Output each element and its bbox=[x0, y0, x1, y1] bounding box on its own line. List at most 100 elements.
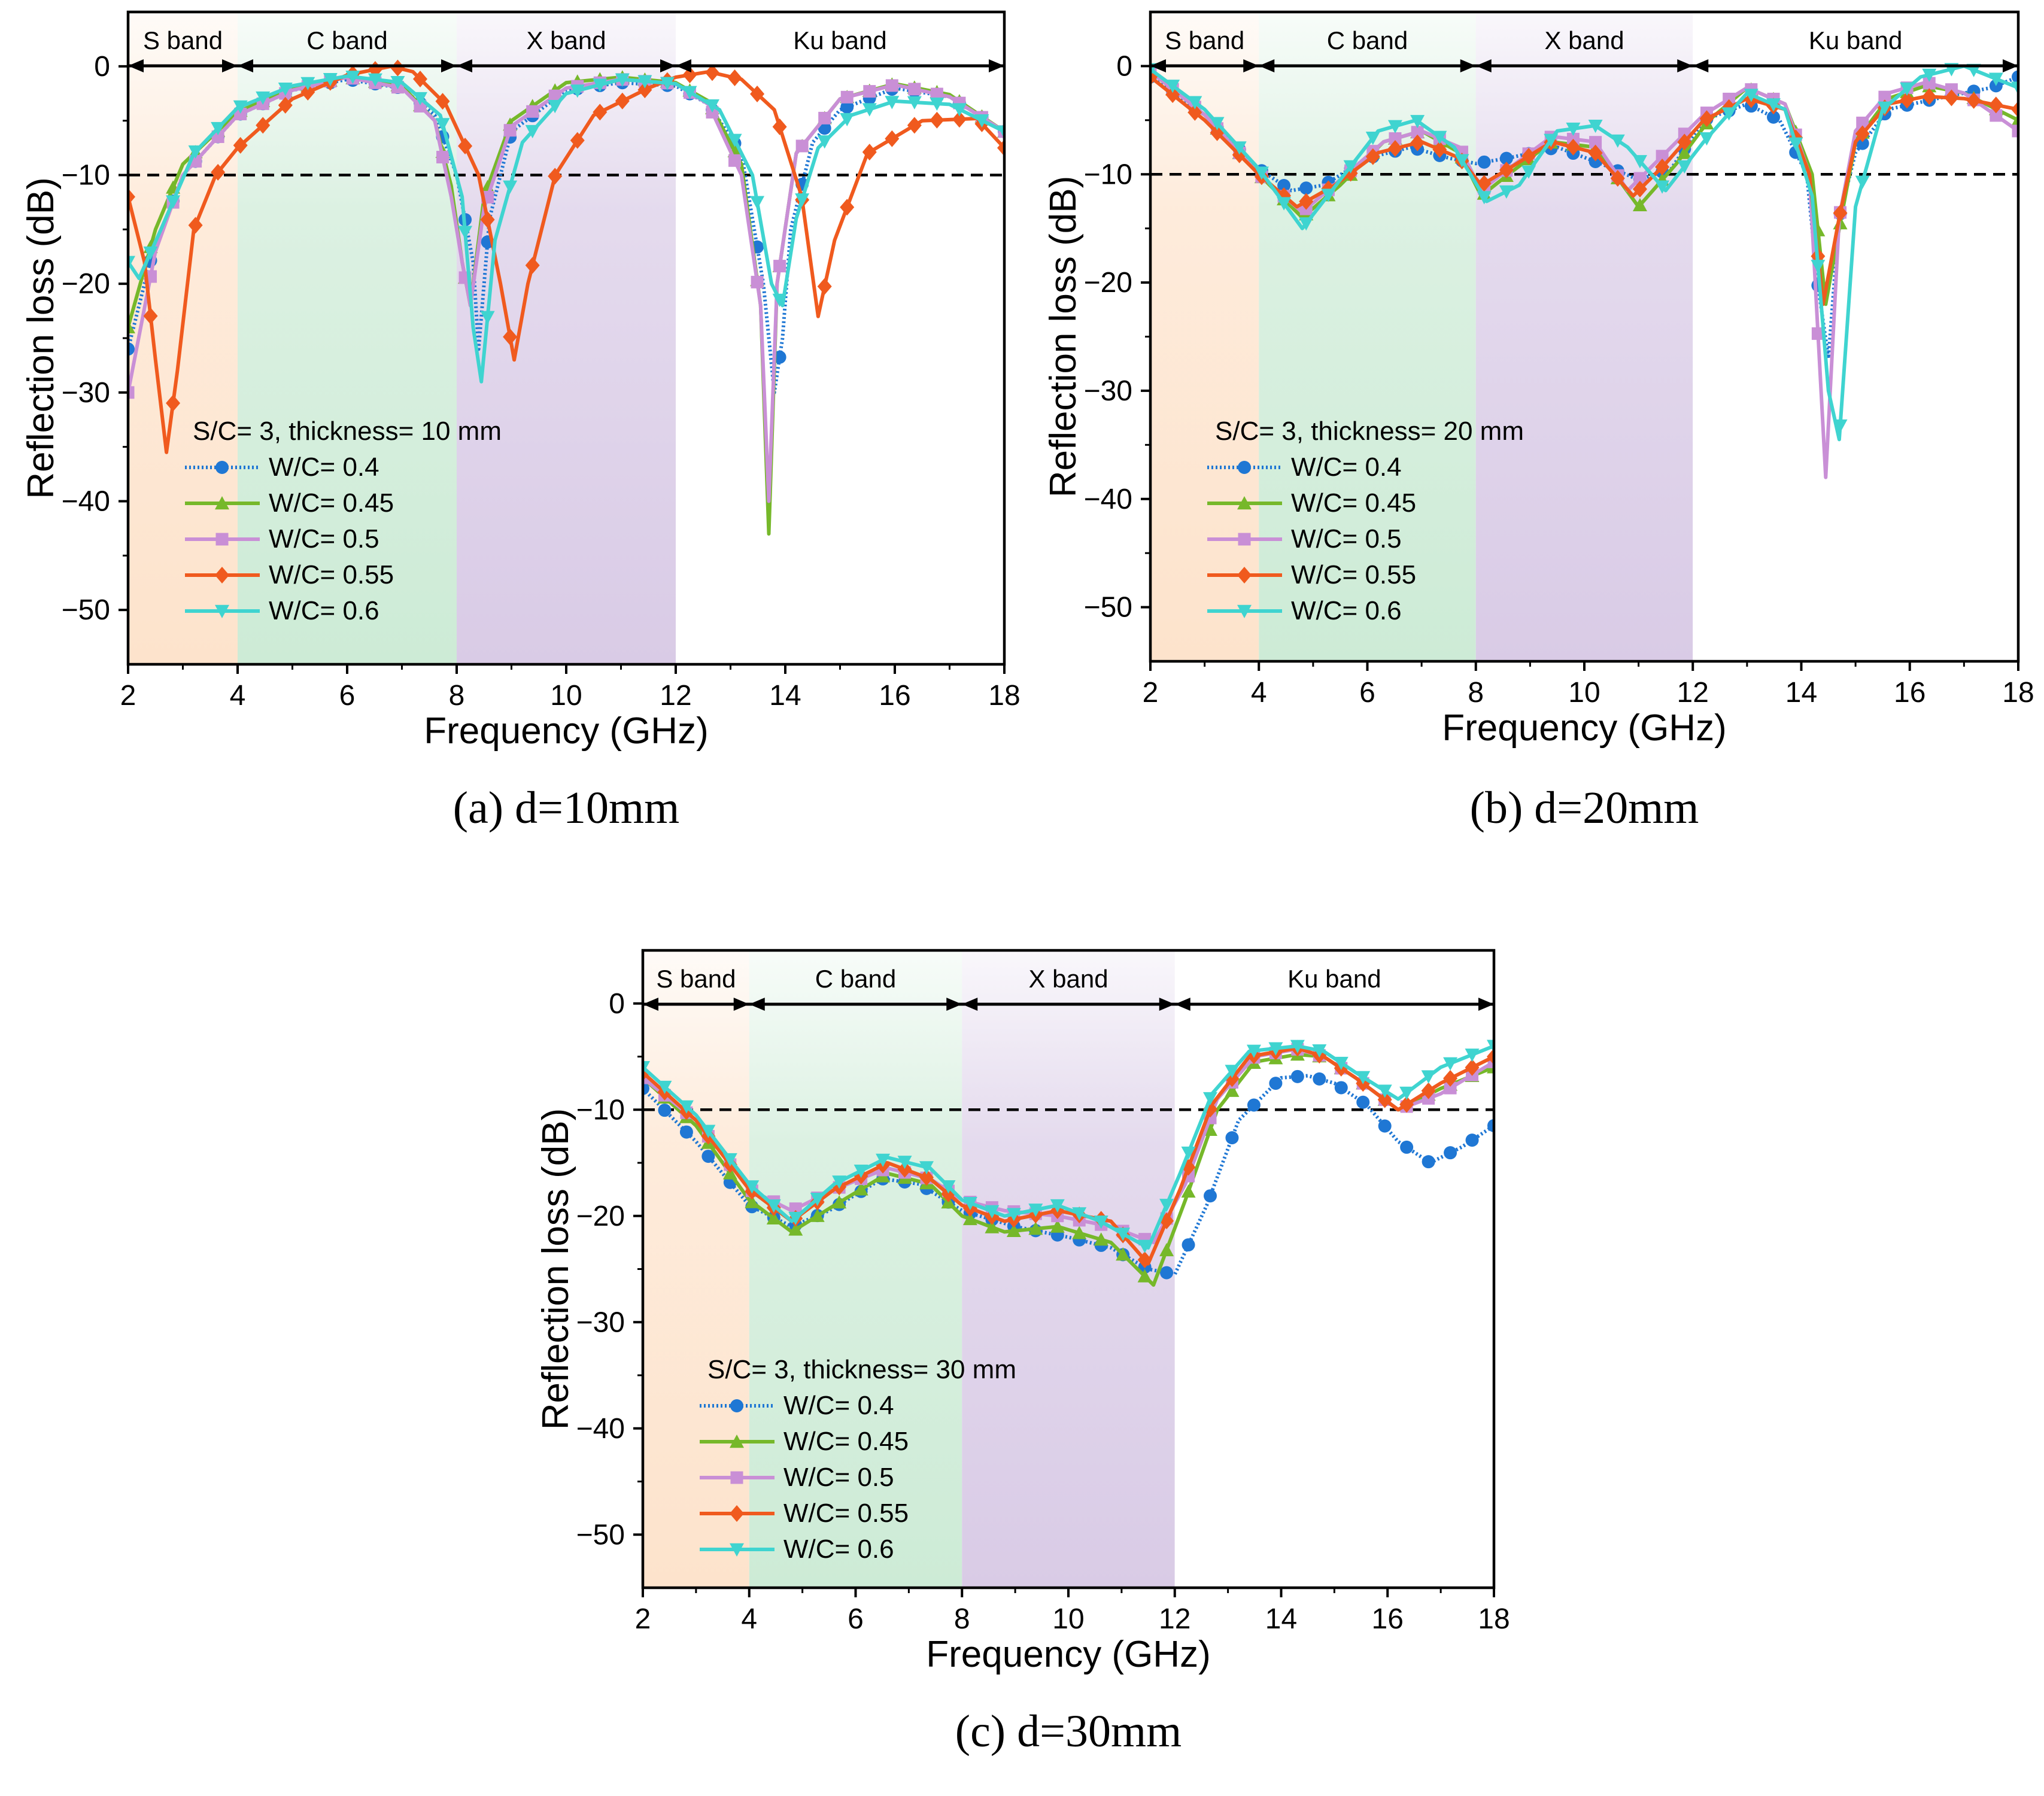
band-arrow-right bbox=[1243, 59, 1259, 72]
series-4-marker bbox=[1566, 138, 1581, 156]
series-group bbox=[1150, 63, 2018, 479]
band-arrow-right bbox=[2003, 59, 2018, 72]
series-4-marker bbox=[1900, 92, 1915, 109]
series-4-marker bbox=[300, 84, 315, 101]
series-4-marker bbox=[593, 104, 608, 121]
series-4-marker bbox=[1988, 96, 2003, 114]
band-label: Ku band bbox=[1809, 26, 1902, 54]
series-5-marker bbox=[657, 1080, 672, 1095]
series-2-marker bbox=[985, 1220, 1000, 1233]
series-2-marker bbox=[1632, 197, 1647, 212]
chart-caption: (a) d=10mm bbox=[453, 783, 679, 833]
series-5-marker bbox=[1028, 1204, 1043, 1217]
series-4-marker bbox=[1655, 158, 1670, 175]
band-arrow-right bbox=[660, 59, 676, 72]
series-3-marker bbox=[1633, 172, 1647, 185]
series-2-marker bbox=[1094, 1232, 1108, 1246]
legend-marker-1 bbox=[730, 1399, 743, 1412]
y-axis-label: Reflection loss (dB) bbox=[1043, 176, 1084, 498]
y-tick-label: 0 bbox=[1116, 50, 1132, 82]
x-tick-label: 18 bbox=[1478, 1603, 1510, 1635]
series-5-marker bbox=[962, 1197, 977, 1211]
x-tick-label: 10 bbox=[550, 680, 582, 712]
y-tick-label: −20 bbox=[576, 1201, 625, 1232]
legend-label: W/C= 0.45 bbox=[1291, 488, 1416, 518]
series-5-marker bbox=[660, 77, 675, 90]
series-4-marker bbox=[188, 217, 203, 234]
series-2-marker bbox=[745, 1195, 760, 1208]
legend-marker-2 bbox=[730, 1435, 744, 1448]
band-region-ku bbox=[676, 12, 1004, 664]
y-tick-label: −20 bbox=[1084, 267, 1132, 299]
x-tick-label: 12 bbox=[660, 680, 691, 712]
series-5-marker bbox=[1465, 1049, 1480, 1062]
series-4-marker bbox=[1632, 181, 1647, 198]
band-arrow-left bbox=[128, 59, 144, 72]
legend-title: S/C= 3, thickness= 30 mm bbox=[707, 1355, 1016, 1384]
series-5-marker bbox=[128, 256, 135, 269]
series-5-marker bbox=[1343, 160, 1358, 174]
x-tick-label: 2 bbox=[635, 1603, 651, 1635]
series-2-marker bbox=[2011, 113, 2018, 127]
x-tick-label: 10 bbox=[1568, 677, 1600, 709]
series-5-marker bbox=[1159, 1199, 1174, 1212]
series-5-marker bbox=[368, 73, 382, 87]
x-tick-label: 12 bbox=[1677, 677, 1709, 709]
band-arrow-left bbox=[643, 998, 658, 1011]
series-1-marker bbox=[1444, 1146, 1457, 1160]
legend-label: W/C= 0.5 bbox=[269, 524, 379, 554]
chart-panel-c: S band C band X band Ku band 2 4 6 8 10 12 14 16 18 0… bbox=[535, 949, 1510, 1757]
series-5-marker bbox=[615, 73, 630, 87]
y-tick-label: −40 bbox=[576, 1413, 625, 1445]
series-3-marker bbox=[1878, 90, 1891, 104]
x-tick-label: 18 bbox=[2002, 677, 2034, 709]
band-label: X band bbox=[1028, 965, 1108, 993]
series-5-marker bbox=[480, 311, 495, 324]
band-region-x bbox=[1475, 12, 1693, 661]
series-5-marker bbox=[1299, 217, 1314, 231]
x-axis-label: Frequency (GHz) bbox=[1442, 707, 1726, 749]
band-arrow-left bbox=[238, 59, 253, 72]
series-3-marker bbox=[1411, 126, 1424, 139]
series-1-marker bbox=[1225, 1131, 1239, 1145]
series-1-marker bbox=[840, 100, 854, 114]
series-5-marker bbox=[1499, 185, 1514, 199]
series-5-marker bbox=[1877, 101, 1892, 115]
x-tick-label: 6 bbox=[848, 1603, 864, 1635]
series-5-marker bbox=[679, 1100, 694, 1114]
series-4-marker bbox=[1944, 89, 1959, 107]
band-arrow-right bbox=[989, 59, 1004, 72]
series-5-marker bbox=[727, 133, 742, 147]
series-4-marker bbox=[885, 130, 900, 147]
y-tick-label: −30 bbox=[1084, 375, 1132, 407]
series-5-marker bbox=[1137, 1239, 1152, 1253]
series-2-marker bbox=[128, 320, 135, 334]
y-tick-label: −10 bbox=[62, 160, 110, 192]
series-3-marker bbox=[840, 90, 854, 104]
series-5-marker bbox=[919, 1161, 934, 1175]
series-5-marker bbox=[1544, 133, 1559, 147]
series-3-marker bbox=[2012, 124, 2018, 138]
series-4-marker bbox=[772, 118, 787, 135]
series-5-marker bbox=[1677, 160, 1692, 174]
series-5-marker bbox=[1855, 175, 1870, 189]
x-tick-label: 14 bbox=[769, 680, 801, 712]
series-4-marker bbox=[1465, 1059, 1480, 1076]
y-tick-label: −10 bbox=[576, 1094, 625, 1126]
series-5-marker bbox=[570, 84, 585, 98]
series-5-marker bbox=[897, 1156, 912, 1169]
x-tick-label: 12 bbox=[1159, 1603, 1190, 1635]
series-3-marker bbox=[1589, 136, 1602, 149]
series-5-marker bbox=[985, 1205, 1000, 1218]
x-axis-label: Frequency (GHz) bbox=[424, 710, 708, 752]
band-arrow-left bbox=[1259, 59, 1275, 72]
series-5-marker bbox=[1356, 1071, 1371, 1084]
series-5-marker bbox=[885, 96, 900, 110]
series-5-marker bbox=[1833, 419, 1848, 433]
series-4-marker bbox=[897, 1160, 912, 1178]
series-3-marker bbox=[930, 87, 943, 101]
series-5-marker bbox=[1277, 197, 1292, 211]
band-region-s bbox=[643, 950, 749, 1588]
y-tick-label: −30 bbox=[576, 1306, 625, 1338]
